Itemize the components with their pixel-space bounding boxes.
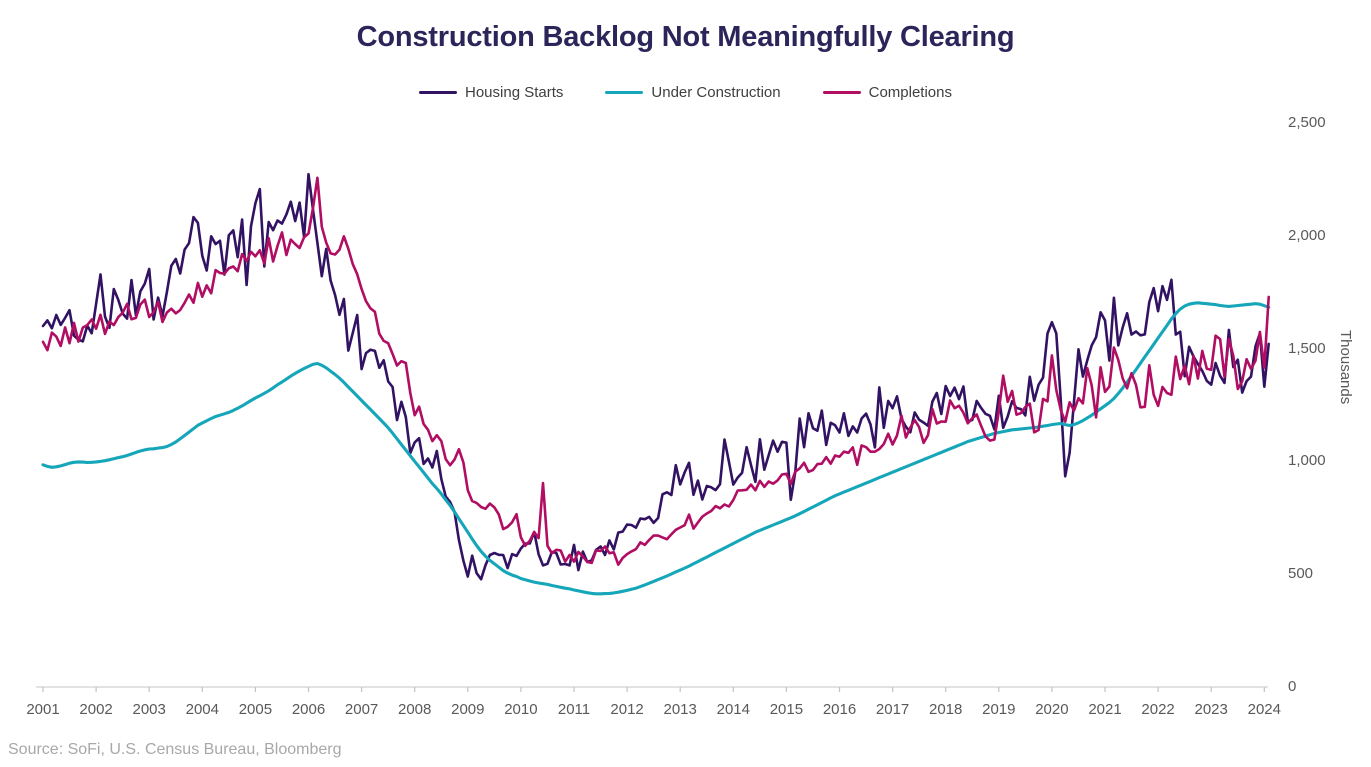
- x-tick-label: 2024: [1247, 701, 1281, 718]
- y-tick-label: 0: [1288, 678, 1297, 695]
- x-tick-label: 2012: [610, 701, 644, 718]
- completions-line-swatch-icon: [822, 90, 861, 95]
- legend-item-under-construction: Under Construction: [605, 84, 781, 101]
- x-tick-label: 2014: [716, 701, 750, 718]
- x-tick-label: 2015: [769, 701, 804, 718]
- x-tick-label: 2007: [344, 701, 379, 718]
- x-tick-label: 2020: [1035, 701, 1069, 718]
- x-tick-label: 2005: [238, 701, 273, 718]
- legend-label-housing-starts: Housing Starts: [465, 84, 564, 101]
- x-tick-label: 2003: [132, 701, 166, 718]
- y-tick-label: 500: [1288, 565, 1314, 583]
- x-tick-label: 2002: [79, 701, 113, 718]
- x-tick-label: 2013: [663, 701, 697, 718]
- legend-label-completions: Completions: [868, 84, 952, 101]
- completions-line: [41, 176, 1270, 566]
- x-tick-label: 2006: [291, 701, 326, 718]
- y-axis-title: Thousands: [1337, 330, 1354, 405]
- x-tick-label: 2021: [1088, 701, 1122, 718]
- x-tick-label: 2017: [875, 701, 910, 718]
- legend-item-housing-starts: Housing Starts: [419, 84, 563, 101]
- x-tick-label: 2022: [1141, 701, 1175, 718]
- legend-item-completions: Completions: [822, 84, 952, 101]
- legend: Housing Starts Under Construction Comple…: [0, 84, 1371, 101]
- legend-label-under-construction: Under Construction: [651, 84, 781, 101]
- housing-starts-line: [41, 172, 1270, 581]
- x-tick-label: 2008: [398, 701, 432, 718]
- x-tick-label: 2018: [929, 701, 963, 718]
- x-tick-label: 2001: [26, 701, 60, 718]
- x-tick-label: 2019: [982, 701, 1016, 718]
- x-tick-label: 2011: [557, 701, 591, 718]
- y-tick-label: 1,500: [1288, 339, 1326, 357]
- y-tick-label: 2,000: [1288, 226, 1326, 244]
- x-tick-label: 2004: [185, 701, 219, 718]
- housing-starts-line-swatch-icon: [419, 90, 457, 95]
- source-note: Source: SoFi, U.S. Census Bureau, Bloomb…: [8, 741, 342, 758]
- y-tick-label: 2,500: [1288, 114, 1326, 131]
- under-construction-line-swatch-icon: [605, 90, 644, 95]
- y-tick-label: 1,000: [1288, 452, 1326, 470]
- x-tick-label: 2010: [504, 701, 538, 718]
- x-tick-label: 2016: [822, 701, 857, 718]
- under-construction-line: [41, 301, 1271, 596]
- x-tick-label: 2023: [1194, 701, 1228, 718]
- chart-title: Construction Backlog Not Meaningfully Cl…: [356, 21, 1015, 53]
- x-tick-label: 2009: [451, 701, 485, 718]
